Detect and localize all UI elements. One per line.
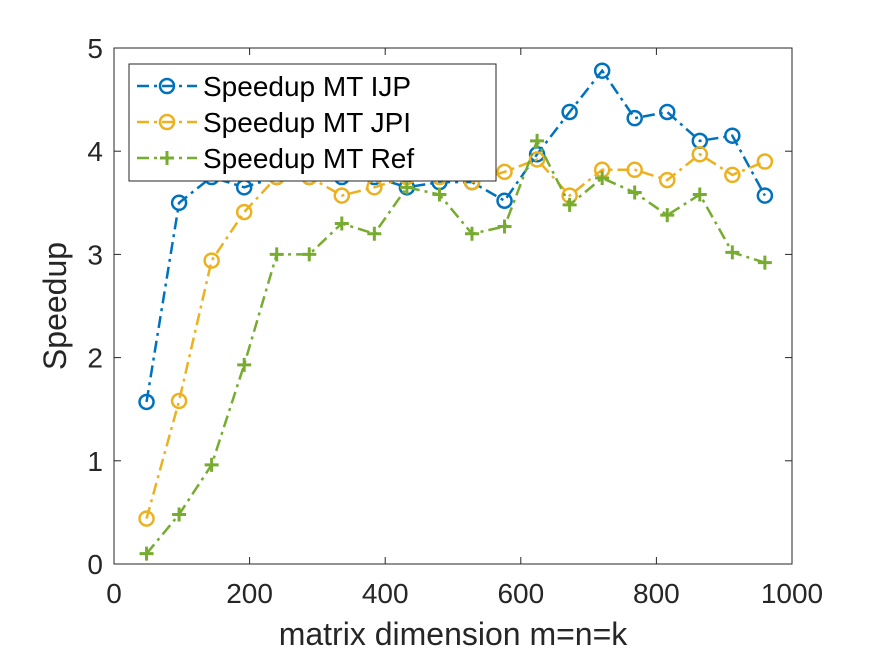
legend-label: Speedup MT IJP <box>203 71 411 102</box>
data-point <box>692 187 707 202</box>
data-point <box>530 133 545 148</box>
data-point <box>595 171 610 186</box>
x-axis-title: matrix dimension m=n=k <box>279 616 629 652</box>
data-point <box>562 197 577 212</box>
data-point <box>528 151 546 168</box>
data-point <box>432 187 447 202</box>
data-point <box>496 192 513 209</box>
data-point <box>757 255 772 270</box>
data-point <box>172 507 187 522</box>
y-tick-label: 1 <box>87 446 103 477</box>
x-tick-label: 0 <box>106 578 122 609</box>
legend-label: Speedup MT JPI <box>203 107 411 138</box>
data-point <box>496 163 513 181</box>
data-point <box>561 103 578 121</box>
x-tick-label: 800 <box>633 578 680 609</box>
data-point <box>464 226 479 241</box>
data-point <box>725 245 740 260</box>
data-point <box>139 546 154 561</box>
y-axis-title: Speedup <box>37 242 73 370</box>
data-point <box>334 216 349 231</box>
legend-item: Speedup MT Ref <box>137 143 414 174</box>
data-point <box>237 357 252 372</box>
y-tick-label: 4 <box>87 136 103 167</box>
data-point <box>138 510 155 527</box>
data-point <box>627 185 642 200</box>
legend-label: Speedup MT Ref <box>203 143 414 174</box>
x-axis: 0 200 400 600 800 1000 <box>106 48 823 609</box>
data-point <box>626 161 643 179</box>
legend-marker <box>158 113 176 131</box>
data-point <box>302 247 317 262</box>
data-point <box>269 247 284 262</box>
data-point <box>204 457 219 472</box>
y-tick-label: 0 <box>87 549 103 580</box>
data-point <box>691 146 709 163</box>
legend: Speedup MT IJP Speedup MT JPI Speedup MT R… <box>128 63 497 182</box>
series-line <box>145 68 766 403</box>
y-tick-label: 3 <box>87 239 103 270</box>
data-point <box>138 393 155 411</box>
x-tick-label: 400 <box>362 578 409 609</box>
data-point <box>660 208 675 223</box>
data-point <box>497 219 512 234</box>
y-tick-label: 5 <box>87 33 103 64</box>
data-point <box>235 203 253 221</box>
y-axis: 0 1 2 3 4 5 <box>87 33 792 580</box>
series-3 <box>139 133 772 561</box>
data-point <box>724 166 741 184</box>
y-tick-label: 2 <box>87 343 103 374</box>
data-point <box>658 171 676 189</box>
data-point <box>756 153 774 170</box>
series-line <box>145 137 766 555</box>
data-point <box>724 127 741 144</box>
legend-marker <box>158 77 176 95</box>
legend-item: Speedup MT IJP <box>137 71 411 102</box>
legend-item: Speedup MT JPI <box>137 107 411 138</box>
data-point <box>170 392 188 410</box>
x-tick-label: 600 <box>497 578 544 609</box>
x-tick-label: 1000 <box>761 578 823 609</box>
legend-items: Speedup MT IJP Speedup MT JPI Speedup MT R… <box>137 71 414 174</box>
data-point <box>367 226 382 241</box>
data-point <box>593 62 611 79</box>
data-point <box>399 180 414 195</box>
data-point <box>626 109 643 127</box>
legend-marker <box>160 151 174 165</box>
data-point <box>170 194 188 212</box>
data-point <box>203 252 220 269</box>
data-point <box>756 187 774 204</box>
x-tick-label: 200 <box>226 578 273 609</box>
data-point <box>333 187 351 204</box>
data-point <box>658 103 676 121</box>
